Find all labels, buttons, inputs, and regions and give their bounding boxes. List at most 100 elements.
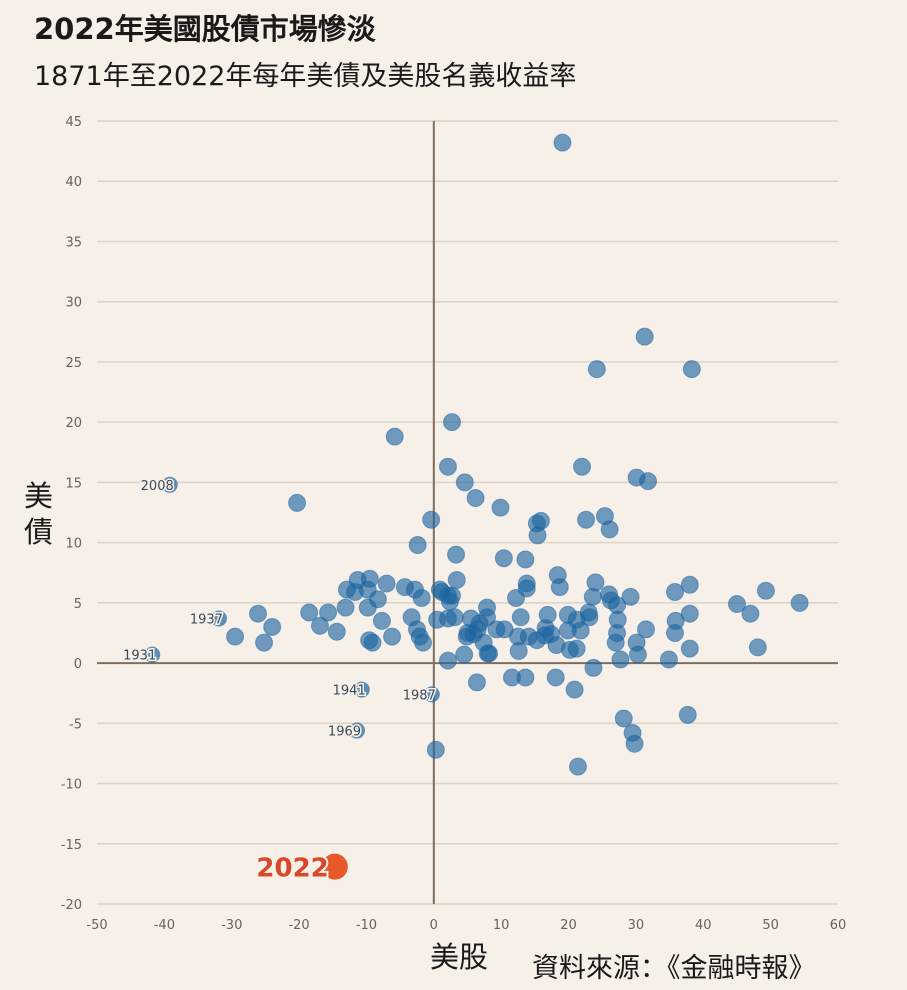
data-point (748, 638, 767, 657)
data-point (680, 639, 699, 658)
data-point (385, 427, 404, 446)
labeled-data-point (349, 722, 366, 739)
data-point (553, 133, 572, 152)
data-point (621, 587, 640, 606)
labeled-data-point (423, 686, 440, 703)
data-point (637, 620, 656, 639)
data-point (248, 604, 267, 623)
data-point (491, 498, 510, 517)
data-point (516, 550, 535, 569)
x-tick-label: -30 (221, 918, 242, 933)
data-point (665, 583, 684, 602)
data-point (635, 327, 654, 346)
data-point (565, 680, 584, 699)
data-point (438, 586, 457, 605)
data-point (639, 472, 658, 491)
data-point (756, 581, 775, 600)
y-tick-label: 40 (65, 175, 82, 190)
data-point (422, 510, 441, 529)
y-tick-label: 5 (74, 597, 82, 612)
data-point (455, 473, 474, 492)
highlight-label-2022: 2022 (256, 854, 328, 884)
point-year-label: 1941 (333, 684, 366, 699)
data-point (587, 360, 606, 379)
x-tick-label: -20 (288, 918, 309, 933)
data-point (678, 705, 697, 724)
highlight-point-2022 (321, 853, 348, 880)
labeled-data-point (161, 476, 178, 493)
data-point (226, 627, 245, 646)
x-tick-label: -40 (154, 918, 175, 933)
data-point (577, 510, 596, 529)
chart-title: 2022年美國股債市場慘淡 (34, 12, 376, 46)
x-tick-label: 60 (830, 918, 847, 933)
data-point (571, 621, 590, 640)
data-point (509, 642, 528, 661)
data-point (455, 645, 474, 664)
labeled-data-point (144, 646, 161, 663)
labeled-data-point (353, 681, 370, 698)
x-tick-label: 50 (762, 918, 779, 933)
data-point (414, 633, 433, 652)
data-point (336, 598, 355, 617)
data-point (263, 617, 282, 636)
data-point (741, 604, 760, 623)
data-point (665, 623, 684, 642)
x-tick-label: 20 (560, 918, 577, 933)
data-point (300, 603, 319, 622)
y-tick-label: 30 (65, 296, 82, 311)
data-point (458, 623, 477, 642)
data-point (383, 627, 402, 646)
data-point (288, 493, 307, 512)
point-year-label: 2008 (141, 479, 174, 494)
data-point (447, 545, 466, 564)
data-point (408, 536, 427, 555)
data-point (547, 636, 566, 655)
y-tick-label: 10 (65, 537, 82, 552)
data-point (443, 413, 462, 432)
y-tick-label: -20 (61, 898, 82, 913)
data-point (546, 668, 565, 687)
data-point (511, 608, 530, 627)
data-point (372, 611, 391, 630)
data-point (584, 658, 603, 677)
y-tick-label: -15 (61, 838, 82, 853)
data-point (608, 610, 627, 629)
data-point (625, 734, 644, 753)
x-tick-label: 10 (493, 918, 510, 933)
data-point (550, 578, 569, 597)
data-point (310, 616, 329, 635)
data-point (447, 570, 466, 589)
data-point (495, 620, 514, 639)
data-point (680, 575, 699, 594)
chart-subtitle: 1871年至2022年每年美債及美股名義收益率 (34, 61, 577, 92)
data-point (358, 598, 377, 617)
data-point (466, 489, 485, 508)
source-note: 資料來源：《金融時報》 (532, 953, 816, 984)
data-point (611, 650, 630, 669)
data-point (628, 645, 647, 664)
y-tick-label: -5 (69, 717, 82, 732)
data-point (680, 604, 699, 623)
data-point (507, 589, 526, 608)
data-point (600, 520, 619, 539)
point-year-label: 1931 (123, 649, 156, 664)
data-point (377, 574, 396, 593)
data-point (255, 633, 274, 652)
data-point (568, 757, 587, 776)
data-point (790, 593, 809, 612)
y-tick-label: 35 (65, 235, 82, 250)
data-point (494, 549, 513, 568)
data-point (528, 526, 547, 545)
data-point (438, 457, 457, 476)
data-point (727, 595, 746, 614)
data-point (412, 589, 431, 608)
data-point (614, 709, 633, 728)
data-point (573, 457, 592, 476)
x-tick-label: -10 (356, 918, 377, 933)
data-point (583, 587, 602, 606)
data-point (467, 673, 486, 692)
y-tick-label: 45 (65, 115, 82, 130)
x-axis-label: 美股 (430, 940, 489, 974)
